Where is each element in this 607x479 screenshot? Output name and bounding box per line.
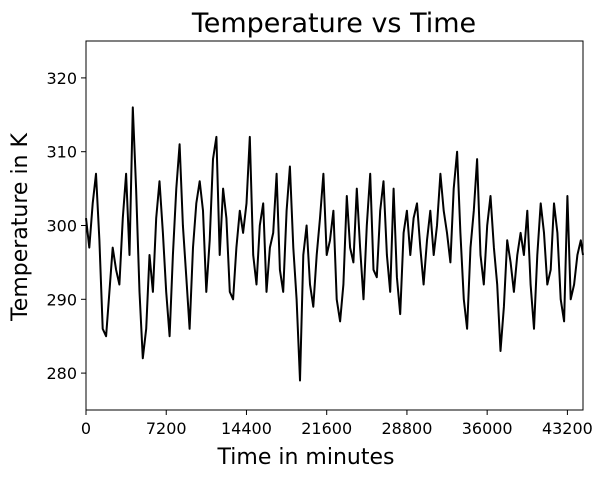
y-tick-label: 300 bbox=[46, 217, 77, 236]
x-tick-label: 21600 bbox=[301, 419, 352, 438]
y-tick-label: 280 bbox=[46, 364, 77, 383]
y-tick-label: 320 bbox=[46, 69, 77, 88]
x-tick-label: 43200 bbox=[542, 419, 593, 438]
x-axis: 0 7200 14400 21600 28800 36000 43200 bbox=[81, 410, 593, 438]
y-axis-label: Temperature in K bbox=[8, 133, 33, 322]
plot-area bbox=[85, 106, 584, 382]
x-tick-label: 0 bbox=[81, 419, 91, 438]
y-tick-label: 310 bbox=[46, 143, 77, 162]
x-tick-label: 28800 bbox=[381, 419, 432, 438]
x-tick-label: 7200 bbox=[146, 419, 187, 438]
x-axis-label: Time in minutes bbox=[217, 445, 395, 470]
y-axis: 280 290 300 310 320 bbox=[46, 69, 86, 383]
chart-title: Temperature vs Time bbox=[191, 8, 476, 39]
temperature-series-line bbox=[85, 106, 584, 382]
x-tick-label: 14400 bbox=[221, 419, 272, 438]
y-tick-label: 290 bbox=[46, 290, 77, 309]
x-tick-label: 36000 bbox=[462, 419, 513, 438]
